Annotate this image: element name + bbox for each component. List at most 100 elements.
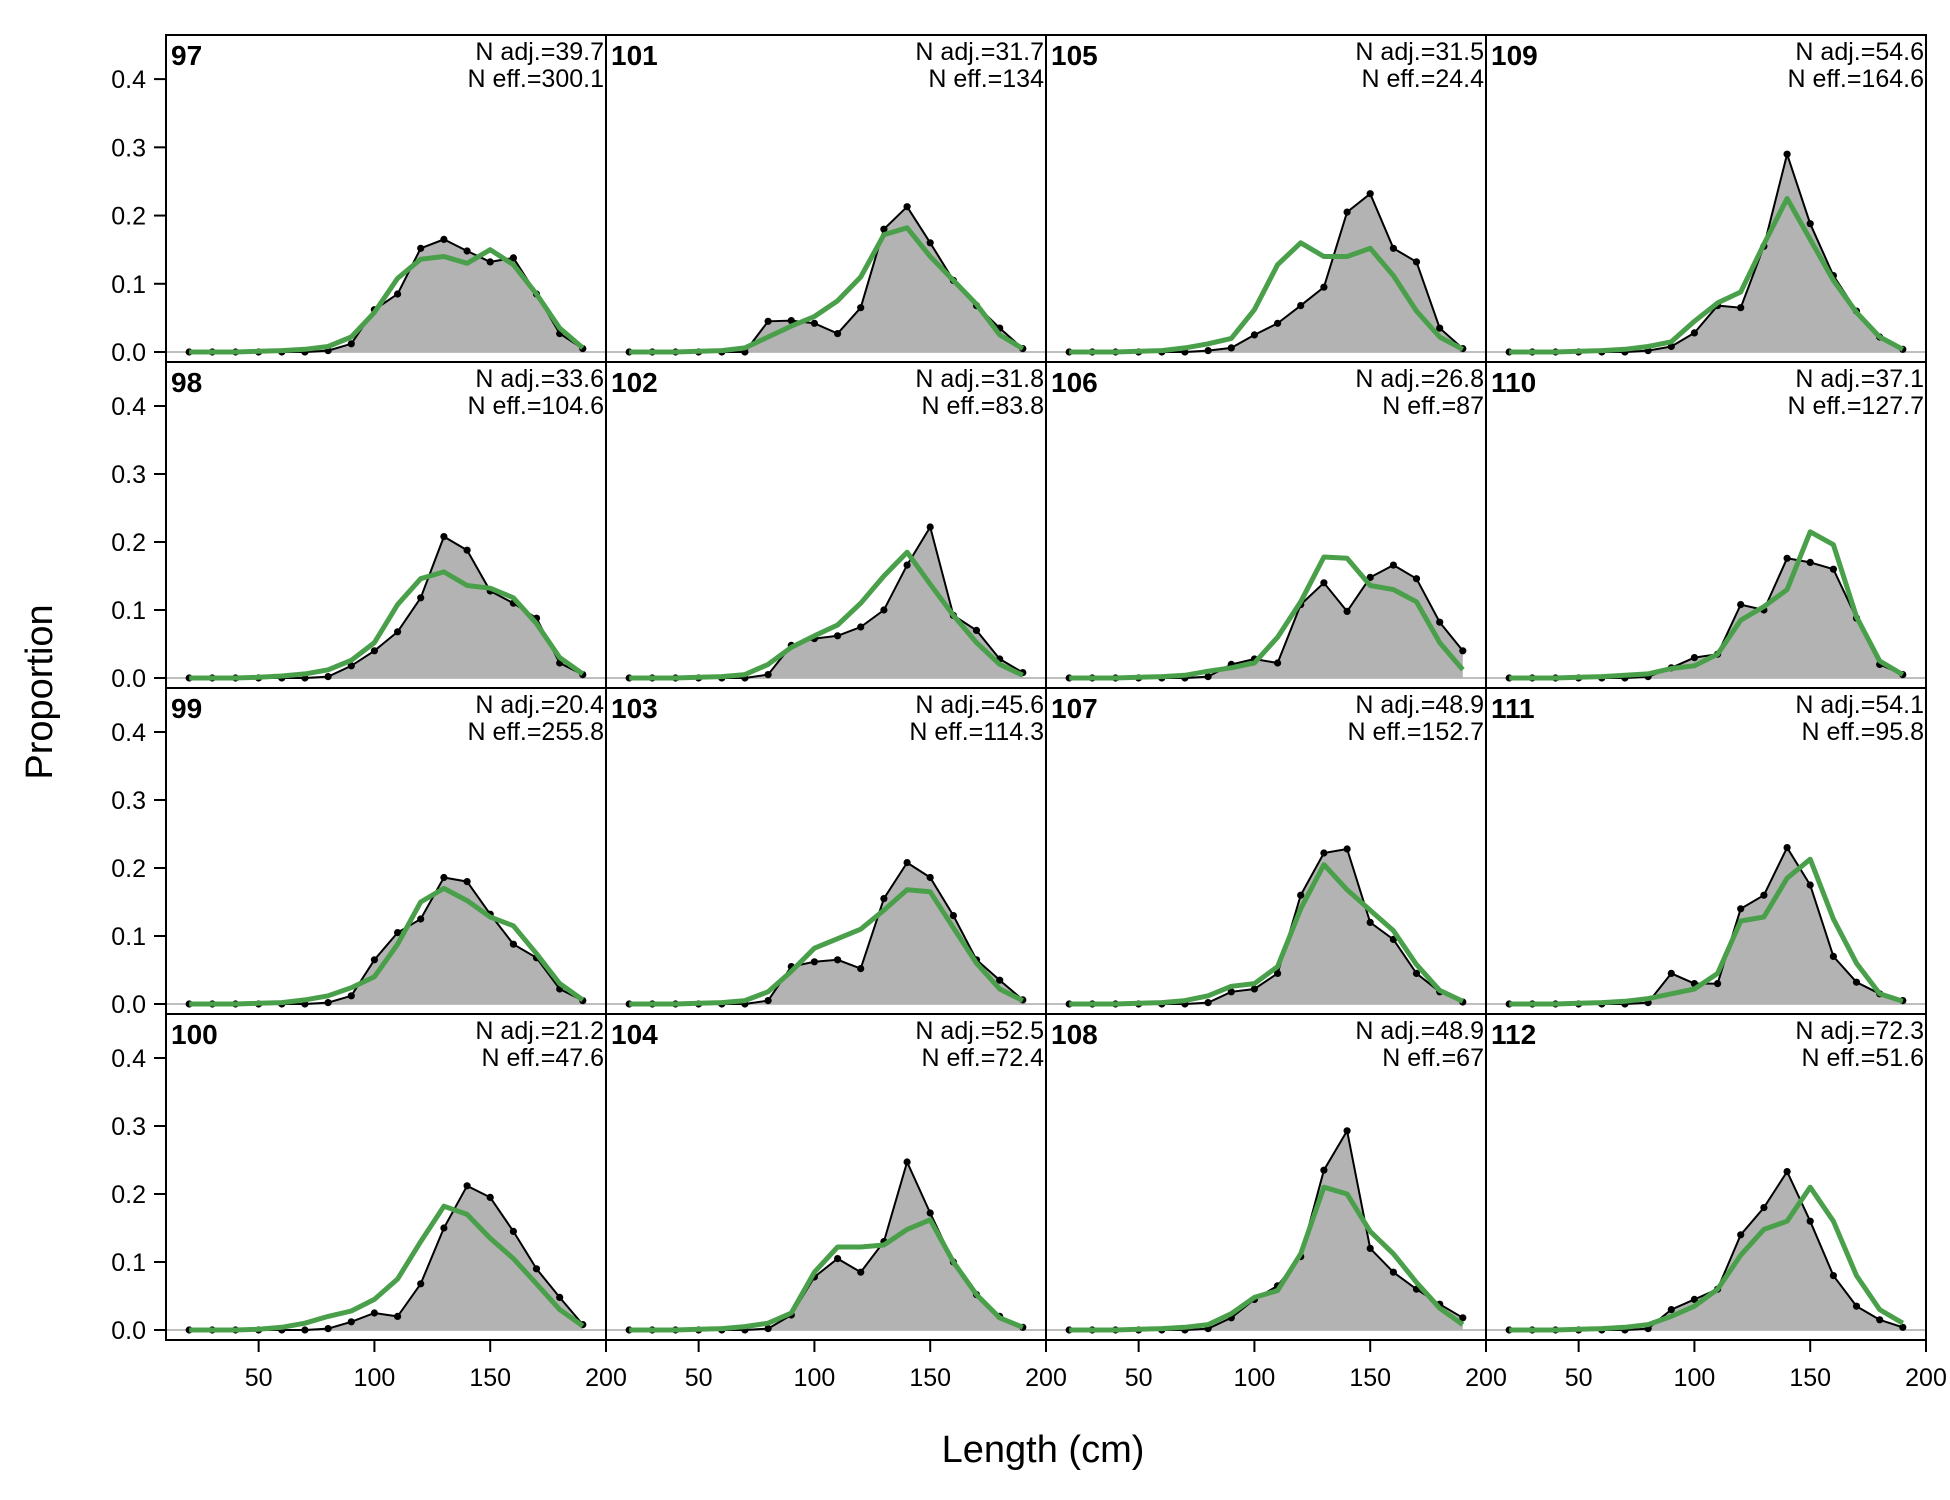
y-tick-label: 0.3 [111, 787, 146, 815]
panel-label: 112 [1491, 1019, 1536, 1050]
observed-point [1737, 1231, 1745, 1239]
observed-point [1806, 220, 1814, 228]
observed-point [926, 523, 934, 531]
observed-area [1509, 558, 1903, 678]
n-eff-label: N eff.=51.6 [1801, 1044, 1924, 1072]
observed-point [394, 1312, 402, 1320]
observed-area [629, 862, 1023, 1004]
panel-97: 97 N adj.=39.7N eff.=300.1 [165, 34, 607, 363]
y-tick-label: 0.0 [111, 991, 146, 1019]
observed-point [417, 915, 425, 923]
n-adj-label: N adj.=26.8 [1355, 365, 1484, 393]
observed-point [370, 647, 378, 655]
x-tick-label: 100 [794, 1364, 836, 1392]
observed-point [972, 626, 981, 635]
observed-point [1274, 659, 1282, 667]
n-eff-label: N eff.=164.6 [1788, 65, 1924, 93]
panel-label: 100 [171, 1019, 218, 1050]
observed-point [463, 247, 471, 255]
observed-area [1069, 1130, 1463, 1330]
observed-point [857, 1268, 865, 1276]
observed-point [1274, 969, 1282, 978]
panel-109: 109 N adj.=54.6N eff.=164.6 [1485, 34, 1927, 363]
observed-point [1250, 331, 1258, 339]
x-tick-label: 50 [1125, 1364, 1153, 1392]
n-adj-label: N adj.=45.6 [915, 691, 1044, 719]
observed-point [486, 1193, 494, 1201]
panel-111: 111 N adj.=54.1N eff.=95.8 [1485, 687, 1927, 1015]
x-tick-label: 200 [585, 1364, 627, 1392]
panel-110: 110 N adj.=37.1N eff.=127.7 [1485, 361, 1927, 689]
observed-area [629, 527, 1023, 678]
x-axis-col-3: 50 100 150 200 [1046, 1339, 1507, 1392]
n-adj-label: N adj.=20.4 [475, 691, 604, 719]
n-eff-label: N eff.=95.8 [1801, 718, 1924, 746]
observed-point [1459, 1314, 1467, 1322]
observed-area [1069, 193, 1463, 352]
observed-area [189, 877, 583, 1004]
panel-label: 108 [1051, 1019, 1098, 1050]
observed-point [1690, 654, 1698, 662]
observed-point [764, 317, 772, 325]
y-tick-label: 0.0 [111, 339, 146, 367]
observed-area [189, 1185, 583, 1330]
observed-point [834, 632, 842, 640]
expected-line [189, 1203, 585, 1333]
n-adj-label: N adj.=37.1 [1795, 365, 1924, 393]
observed-point [1436, 324, 1444, 332]
observed-point [1806, 558, 1814, 567]
n-eff-label: N eff.=134 [928, 65, 1044, 93]
expected-line [1509, 529, 1905, 681]
observed-point [509, 940, 517, 948]
n-eff-label: N eff.=72.4 [921, 1044, 1044, 1072]
y-axis-row-2: 0.0 0.1 0.2 0.3 0.4 [111, 393, 167, 693]
observed-point [440, 533, 448, 541]
observed-point [903, 1158, 911, 1166]
observed-point [1714, 980, 1722, 988]
panel-102: 102 N adj.=31.8N eff.=83.8 [605, 361, 1047, 689]
observed-point [440, 1224, 448, 1232]
y-tick-label: 0.4 [111, 393, 146, 421]
panel-label: 107 [1051, 693, 1098, 724]
observed-point [324, 1325, 332, 1333]
x-tick-label: 150 [909, 1364, 951, 1392]
observed-point [903, 561, 911, 569]
expected-line [1069, 862, 1464, 1007]
observed-point [1806, 881, 1814, 889]
observed-point [926, 239, 934, 247]
observed-area [189, 239, 583, 352]
observed-point [857, 965, 865, 973]
observed-point [787, 317, 795, 325]
observed-point [1297, 891, 1305, 899]
observed-point [1320, 849, 1328, 857]
n-adj-label: N adj.=54.6 [1795, 38, 1924, 66]
observed-point [1783, 1168, 1791, 1176]
panels-layer: 97 N adj.=39.7N eff.=300.198 N adj.=33.6N … [165, 34, 1927, 1341]
observed-area [629, 1162, 1023, 1330]
n-adj-label: N adj.=39.7 [475, 38, 604, 66]
observed-point [1760, 1204, 1768, 1212]
y-tick-label: 0.1 [111, 1249, 146, 1277]
x-tick-label: 100 [354, 1364, 396, 1392]
panel-98: 98 N adj.=33.6N eff.=104.6 [165, 361, 607, 689]
observed-point [1389, 561, 1397, 569]
x-tick-label: 150 [1349, 1364, 1391, 1392]
y-tick-label: 0.2 [111, 529, 146, 557]
panel-label: 98 [171, 367, 202, 398]
x-tick-label: 200 [1465, 1364, 1507, 1392]
axes-layer: 0.00.10.20.30.40.00.10.20.30.40.00.10.20… [111, 66, 1947, 1392]
x-axis-col-4: 50 100 150 200 [1486, 1339, 1947, 1392]
observed-point [926, 873, 934, 882]
n-eff-label: N eff.=87 [1382, 392, 1484, 420]
n-adj-label: N adj.=48.9 [1355, 691, 1484, 719]
observed-point [1737, 304, 1745, 312]
panel-105: 105 N adj.=31.5N eff.=24.4 [1045, 34, 1487, 363]
y-tick-label: 0.0 [111, 1317, 146, 1345]
observed-point [764, 997, 772, 1005]
observed-point [1783, 844, 1791, 852]
observed-point [1760, 891, 1768, 899]
observed-point [324, 673, 332, 681]
observed-point [1366, 1244, 1374, 1252]
observed-point [764, 1325, 772, 1333]
observed-point [1783, 554, 1791, 562]
